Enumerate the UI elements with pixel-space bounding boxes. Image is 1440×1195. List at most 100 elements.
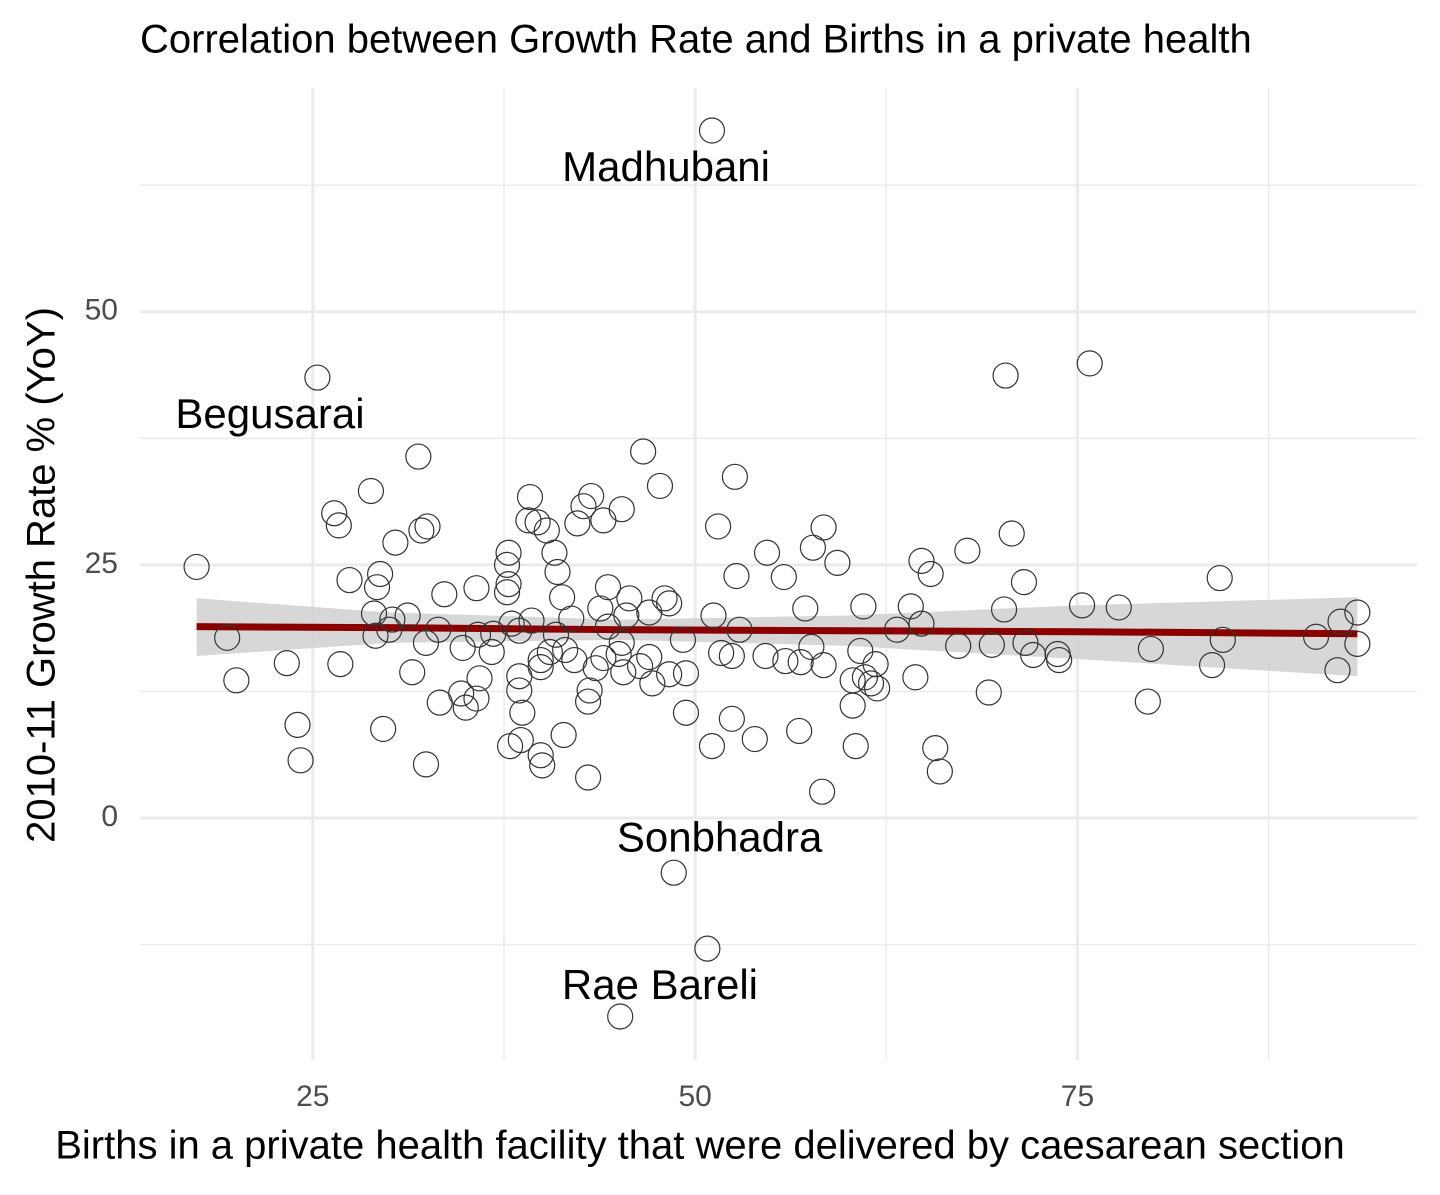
point — [1198, 652, 1226, 679]
point — [1302, 623, 1330, 650]
point — [1324, 657, 1351, 684]
point — [694, 935, 721, 962]
annotation: Madhubani — [562, 143, 770, 190]
point — [431, 581, 458, 608]
point — [978, 631, 1005, 658]
point — [544, 558, 571, 586]
point — [772, 647, 799, 675]
trend-line — [196, 623, 1358, 638]
point — [394, 602, 421, 629]
point — [698, 733, 726, 760]
point — [883, 616, 911, 643]
point — [370, 715, 397, 743]
point — [495, 539, 522, 566]
chart-title: Correlation between Growth Rate and Birt… — [140, 18, 1252, 62]
point — [466, 665, 493, 692]
point — [605, 640, 632, 668]
point — [1134, 688, 1161, 715]
point — [917, 560, 944, 588]
point — [325, 512, 352, 539]
point — [718, 705, 745, 732]
point — [824, 549, 851, 576]
point — [808, 778, 836, 805]
point — [509, 699, 536, 726]
point — [414, 513, 441, 540]
y-axis-title: 2010-11 Growth Rate % (YoY) — [20, 307, 64, 843]
point — [321, 500, 348, 527]
annotation: Sonbhadra — [617, 813, 823, 860]
point — [426, 689, 453, 716]
point — [726, 616, 753, 643]
annotation: Rae Bareli — [562, 961, 758, 1008]
point — [594, 613, 622, 640]
point — [552, 636, 579, 664]
x-tick-label: 50 — [678, 1080, 711, 1113]
point — [1327, 608, 1354, 635]
point — [515, 507, 542, 534]
point — [608, 629, 635, 656]
point — [1105, 594, 1132, 621]
point — [752, 642, 779, 670]
point — [723, 562, 750, 590]
point — [449, 634, 476, 662]
point — [360, 600, 388, 627]
point — [183, 553, 210, 581]
y-tick-label: 0 — [101, 800, 118, 833]
point — [1020, 641, 1047, 669]
point — [399, 659, 426, 686]
point — [463, 685, 490, 712]
point — [630, 438, 657, 465]
point — [651, 585, 678, 612]
point — [897, 593, 924, 620]
annotation: Begusarai — [175, 390, 364, 437]
y-tick-label: 50 — [85, 294, 118, 327]
point — [376, 616, 403, 643]
point — [529, 752, 556, 779]
point — [636, 599, 663, 626]
point — [516, 483, 544, 511]
point — [672, 699, 700, 726]
point — [990, 596, 1018, 623]
point — [718, 642, 745, 670]
point — [498, 610, 525, 637]
point — [770, 563, 797, 591]
point — [810, 652, 837, 679]
point — [362, 622, 389, 649]
point — [700, 602, 727, 629]
point — [452, 694, 479, 721]
point — [497, 733, 524, 760]
point — [656, 590, 683, 617]
point — [626, 653, 654, 680]
point — [669, 626, 697, 653]
point — [287, 747, 314, 774]
point — [357, 477, 385, 505]
point — [527, 646, 554, 674]
point — [646, 472, 674, 500]
point — [954, 537, 981, 564]
point — [495, 571, 522, 598]
point — [1206, 564, 1233, 592]
point — [608, 496, 635, 523]
point — [847, 637, 874, 665]
point — [542, 621, 570, 648]
point — [506, 677, 533, 704]
point — [493, 551, 521, 578]
point — [536, 638, 563, 666]
point — [857, 670, 885, 697]
point — [610, 659, 637, 686]
point — [792, 595, 819, 622]
point — [480, 620, 507, 647]
point — [564, 510, 591, 537]
point — [922, 735, 949, 762]
point — [327, 651, 354, 678]
point — [463, 575, 490, 602]
point — [721, 463, 749, 490]
point — [506, 663, 533, 690]
point — [842, 733, 869, 760]
point — [656, 661, 683, 688]
point — [541, 539, 568, 566]
point — [1010, 568, 1038, 596]
point — [284, 711, 311, 738]
point — [223, 667, 250, 694]
